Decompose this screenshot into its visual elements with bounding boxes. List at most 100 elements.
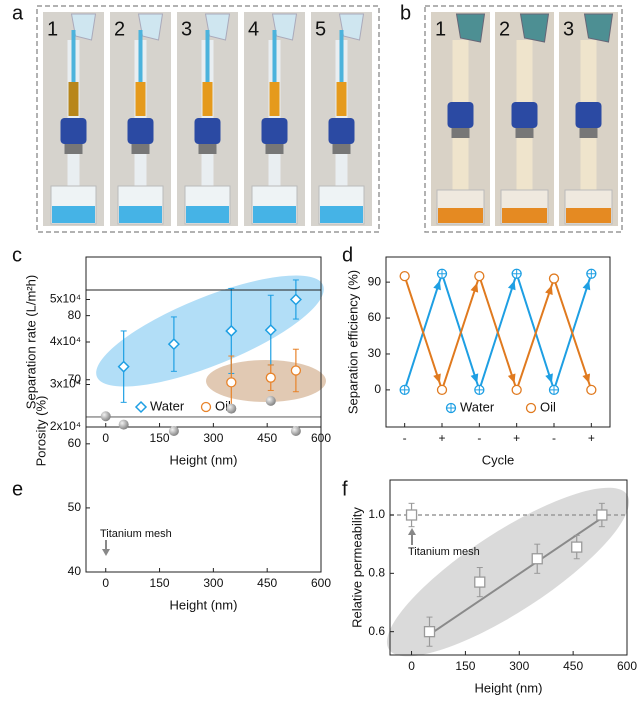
cap — [328, 118, 355, 144]
y-tick-label: 0.8 — [368, 566, 385, 580]
point — [586, 384, 597, 396]
point — [571, 541, 583, 553]
panel-label: d — [342, 244, 353, 266]
x-tick-label: 150 — [455, 659, 475, 673]
beaker-water — [320, 206, 363, 223]
beaker-water — [52, 206, 95, 223]
photo-number: 3 — [563, 18, 574, 40]
y-axis-label: Relative permeability — [349, 507, 364, 628]
x-tick-label: + — [513, 431, 520, 445]
clamp — [579, 128, 598, 138]
point — [265, 372, 276, 383]
y-tick-label: 90 — [368, 274, 382, 288]
photo-number: 2 — [114, 18, 125, 40]
annotation: Titanium mesh — [408, 546, 480, 558]
panel-label: a — [12, 2, 24, 24]
arrowhead — [582, 373, 591, 384]
legend-label: Water — [150, 398, 185, 413]
x-axis-label: Height (nm) — [170, 597, 238, 612]
point — [399, 271, 410, 282]
plot-frame — [385, 256, 611, 428]
pour-beaker — [583, 13, 614, 43]
y-tick-label: 5x10⁴ — [50, 292, 81, 306]
pour-beaker — [455, 13, 486, 43]
x-tick-label: 600 — [311, 576, 331, 590]
legend-label: Oil — [540, 399, 556, 414]
y-tick-label: 4x10⁴ — [50, 334, 81, 348]
pour-beaker — [519, 13, 550, 43]
y-axis-label: Separation rate (L/m²h) — [23, 275, 38, 409]
clamp — [198, 144, 217, 154]
x-tick-label: 150 — [150, 431, 170, 445]
arrowhead — [433, 373, 441, 384]
plot-frame — [389, 479, 628, 656]
x-tick-label: + — [438, 431, 445, 445]
point — [596, 509, 608, 521]
pour-stream — [205, 30, 210, 82]
point — [168, 426, 179, 436]
point — [289, 293, 302, 306]
y-tick-label: 60 — [68, 436, 82, 450]
oil-column — [202, 82, 213, 116]
point — [405, 509, 418, 521]
arrowhead — [470, 373, 479, 384]
arrowhead — [507, 373, 516, 384]
x-axis-label: Height (nm) — [170, 452, 238, 467]
clamp — [131, 144, 150, 154]
annotation-arrowhead — [102, 549, 110, 556]
y-tick-label: 40 — [68, 564, 82, 578]
y-tick-label: 50 — [68, 500, 82, 514]
x-tick-label: + — [588, 431, 595, 445]
annotation: Titanium mesh — [100, 528, 172, 540]
y-tick-label: 3x10⁴ — [50, 377, 81, 391]
oil-column — [135, 82, 146, 116]
point — [200, 401, 212, 413]
y-tick-label: 80 — [68, 308, 82, 322]
photo-number: 2 — [499, 18, 510, 40]
point — [290, 365, 302, 376]
photo-panel-frame — [424, 5, 623, 233]
beaker-water — [119, 206, 162, 223]
y-tick-label: 0 — [374, 382, 381, 396]
point — [548, 273, 560, 284]
oil-column — [68, 82, 79, 116]
x-tick-label: 300 — [203, 576, 223, 590]
x-tick-label: 0 — [102, 576, 109, 590]
pour-beaker — [137, 13, 164, 41]
beaker-oil — [566, 208, 611, 223]
arrowhead — [545, 373, 553, 384]
point — [436, 384, 448, 396]
photo-number: 1 — [47, 18, 58, 40]
oil-column — [269, 82, 280, 116]
clamp — [64, 144, 83, 154]
x-tick-label: 0 — [408, 659, 415, 673]
cap — [127, 118, 154, 144]
point — [474, 271, 485, 282]
beaker-oil — [438, 208, 483, 223]
legend-label: Water — [460, 399, 495, 414]
x-tick-label: 450 — [563, 659, 583, 673]
pour-stream — [339, 30, 344, 82]
x-tick-label: 300 — [203, 431, 223, 445]
clamp — [451, 128, 470, 138]
x-tick-label: 450 — [257, 431, 277, 445]
pour-stream — [272, 30, 277, 82]
cap — [511, 102, 538, 128]
point — [167, 338, 180, 351]
point — [134, 400, 148, 414]
pour-stream — [71, 30, 76, 82]
oil-region — [206, 360, 326, 402]
cap — [60, 118, 87, 144]
photo-number: 5 — [315, 18, 326, 40]
x-tick-label: - — [552, 431, 556, 445]
water-region — [96, 275, 324, 387]
point — [118, 419, 129, 430]
x-tick-label: 600 — [617, 659, 637, 673]
arrowhead — [545, 285, 553, 295]
arrowhead — [470, 282, 479, 293]
point — [264, 324, 277, 337]
y-axis-label: Separation efficiency (%) — [345, 270, 360, 414]
point — [100, 411, 111, 422]
annotation-arrowhead — [408, 528, 416, 535]
